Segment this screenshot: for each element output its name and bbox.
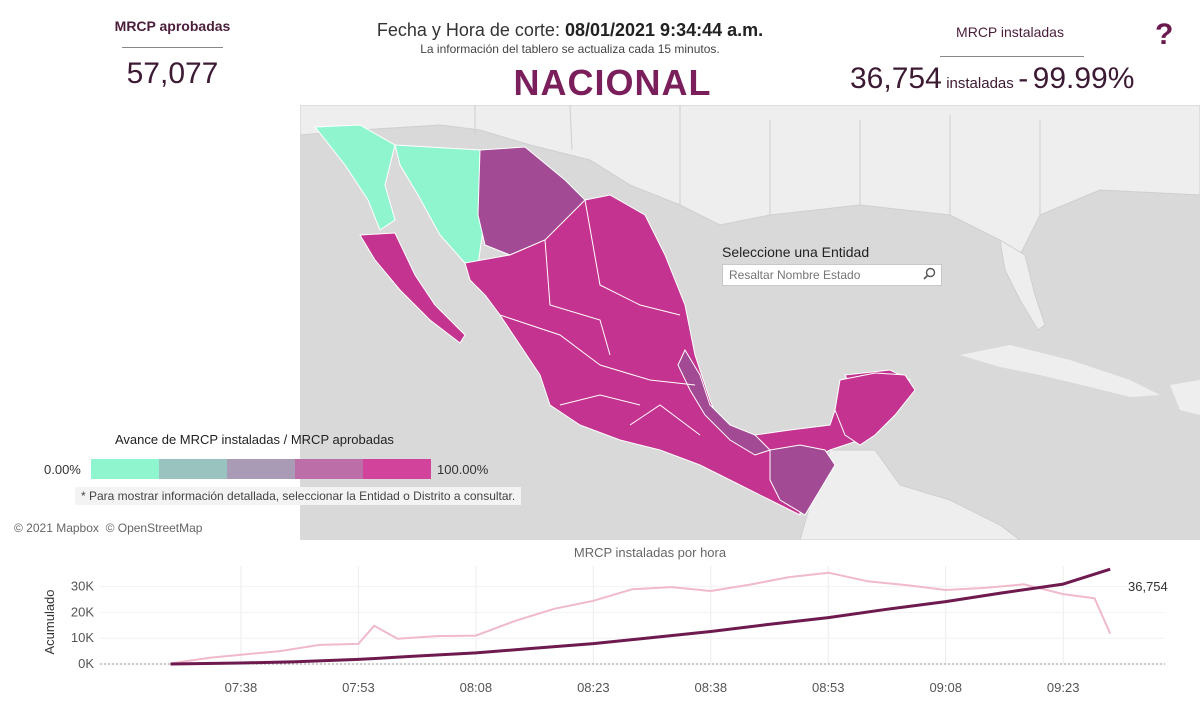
chart-x-tick-label: 07:38	[225, 680, 258, 695]
chart-y-tick-label: 0K	[78, 656, 94, 671]
mrcp-instaladas-value: 36,754	[850, 62, 942, 95]
legend-swatch-1	[91, 459, 159, 479]
mrcp-instaladas-percent: 99.99%	[1032, 62, 1135, 95]
chart-end-label: 36,754	[1128, 579, 1168, 594]
search-field[interactable]	[722, 264, 942, 286]
mrcp-instaladas-summary: 36,754 instaladas - 99.99%	[850, 62, 1180, 96]
chart-grid	[100, 566, 1165, 665]
chart-x-ticks: 07:38 07:53 08:08 08:23 08:38 08:53 09:08 09:23	[225, 680, 1080, 695]
attribution: © 2021 Mapbox © OpenStreetMap	[14, 521, 202, 535]
legend-swatch-4	[295, 459, 363, 479]
legend-color-bar	[91, 459, 431, 479]
kpi-separator: -	[1018, 62, 1029, 95]
map-internal-borders	[499, 199, 701, 436]
map-land-cuba	[960, 345, 1160, 397]
search-icon[interactable]	[923, 267, 936, 285]
chart-x-tick-label: 09:08	[929, 680, 962, 695]
legend-max: 100.00%	[437, 462, 489, 477]
map-state-yucatan	[834, 372, 916, 446]
chart-y-tick-label: 30K	[71, 579, 94, 594]
map-land-florida	[999, 239, 1046, 331]
mrcp-aprobadas-value: 57,077	[126, 57, 219, 90]
chart-x-tick-label: 07:53	[342, 680, 375, 695]
chart-x-tick-label: 08:53	[812, 680, 845, 695]
help-icon[interactable]: ?	[1155, 18, 1174, 51]
map[interactable]	[300, 105, 1200, 540]
map-state-chiapas	[769, 444, 836, 516]
chart-y-axis-label: Acumulado	[42, 589, 57, 654]
cut-date-heading: Fecha y Hora de corte: 08/01/2021 9:34:4…	[320, 20, 820, 41]
map-state-sonora	[394, 144, 486, 266]
kpi-right-divider	[940, 56, 1084, 57]
chart-series-cumulative-line[interactable]	[170, 567, 1111, 666]
chart-y-tick-label: 20K	[71, 604, 94, 619]
chart-x-tick-label: 08:08	[460, 680, 493, 695]
mrcp-instaladas-label: MRCP instaladas	[956, 24, 1064, 40]
chart-title: MRCP instaladas por hora	[573, 545, 727, 560]
mapbox-attribution[interactable]: © 2021 Mapbox	[14, 521, 99, 535]
update-note: La información del tablero se actualiza …	[420, 42, 720, 56]
mrcp-aprobadas-label: MRCP aprobadas	[114, 18, 231, 34]
legend-note: * Para mostrar información detallada, se…	[75, 487, 522, 505]
chart-y-ticks: 0K 10K 20K 30K	[71, 579, 94, 671]
map-canvas	[300, 105, 1200, 540]
map-state-lines	[474, 105, 1041, 215]
chart-x-tick-label: 09:23	[1047, 680, 1080, 695]
legend-title: Avance de MRCP instaladas / MRCP aprobad…	[115, 432, 394, 447]
map-land-us	[300, 105, 1200, 256]
chart-x-tick-label: 08:23	[577, 680, 610, 695]
chart-series-hourly-line[interactable]	[170, 571, 1112, 665]
map-land-hispaniola	[1170, 380, 1200, 415]
mrcp-instaladas-unit: instaladas	[946, 75, 1014, 92]
installed-per-hour-chart[interactable]: 0K 10K 20K 30K 07:38 07:53 08:08 08:23 08:38 08:…	[0, 560, 1200, 708]
cut-date-prefix: Fecha y Hora de corte:	[376, 20, 560, 40]
legend-swatch-2	[159, 459, 227, 479]
kpi-left-divider	[122, 47, 223, 48]
map-land-central-america	[799, 449, 1021, 540]
map-state-baja-california-sur	[359, 232, 466, 344]
map-state-veracruz	[677, 348, 771, 456]
region-title: NACIONAL	[513, 62, 712, 103]
chart-x-tick-label: 08:38	[695, 680, 728, 695]
legend-min: 0.00%	[44, 462, 81, 477]
cut-datetime: 08/01/2021 9:34:44 a.m.	[564, 20, 764, 40]
map-state-baja-california	[314, 124, 396, 231]
search-label: Seleccione una Entidad	[722, 244, 870, 260]
chart-y-tick-label: 10K	[71, 630, 94, 645]
search-input[interactable]	[723, 265, 925, 285]
legend-swatch-5	[363, 459, 431, 479]
legend-swatch-3	[227, 459, 295, 479]
osm-attribution[interactable]: © OpenStreetMap	[105, 521, 203, 535]
chart-series	[170, 567, 1112, 666]
